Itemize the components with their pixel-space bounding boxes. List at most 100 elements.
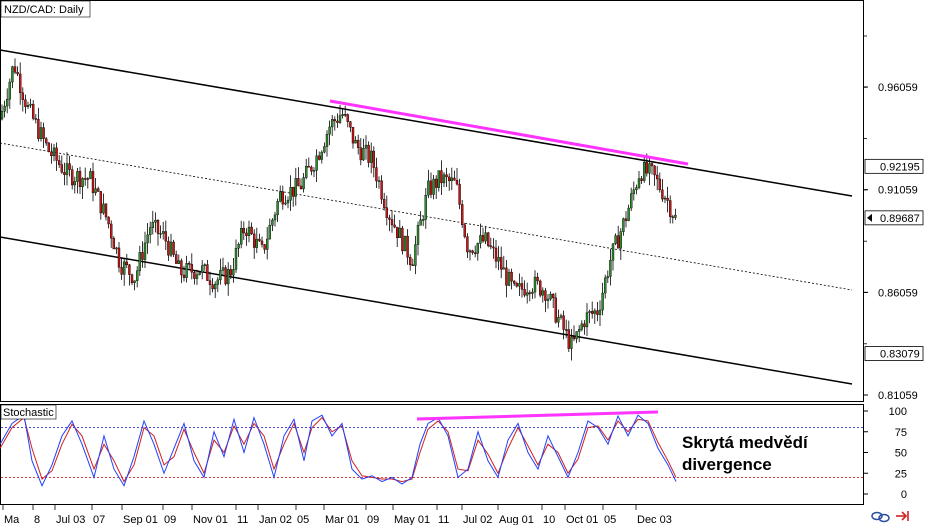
candle-body — [19, 73, 22, 94]
price-marker-label: 0.89687 — [880, 213, 920, 225]
candle — [122, 257, 126, 286]
time-tick-label: Jan 02 — [259, 514, 292, 525]
candle-body — [242, 228, 246, 234]
candle-body — [396, 226, 399, 239]
candle — [453, 170, 456, 181]
candle — [312, 167, 316, 178]
time-tick-label: 05 — [297, 514, 309, 525]
candle-body — [247, 226, 251, 236]
candle — [273, 211, 277, 227]
candle — [344, 105, 347, 118]
candle-body — [143, 242, 147, 260]
candle — [658, 172, 661, 193]
stochastic-axis: 100 75 50 25 0 — [863, 406, 907, 501]
link-icon[interactable] — [871, 511, 890, 523]
candle — [474, 245, 477, 258]
candle-body — [458, 183, 461, 205]
time-tick-label: Nov 01 — [193, 514, 228, 525]
candle-body — [232, 269, 235, 276]
candle — [216, 277, 220, 293]
candle — [52, 143, 56, 162]
candle — [416, 221, 420, 256]
candle — [588, 309, 591, 324]
candle — [102, 193, 105, 215]
candle — [151, 210, 155, 235]
candle — [47, 141, 50, 153]
candle-body — [294, 178, 297, 197]
candle-body — [419, 219, 422, 226]
candle — [367, 141, 370, 168]
candle — [575, 331, 578, 344]
candle-body — [437, 170, 440, 188]
candle-body — [362, 148, 365, 161]
candle — [133, 280, 136, 291]
candle — [466, 233, 469, 259]
candle-body — [174, 254, 178, 264]
candle-body — [333, 119, 336, 122]
candle-body — [91, 171, 95, 194]
candle — [598, 300, 602, 327]
candle-body — [208, 280, 212, 285]
candle-body — [653, 165, 656, 176]
candle-body — [289, 186, 292, 201]
time-tick-label: Aug 01 — [499, 514, 534, 525]
candle — [5, 88, 9, 114]
candle-body — [255, 238, 259, 248]
candle-body — [585, 312, 589, 328]
candle — [24, 94, 27, 114]
candle — [448, 173, 451, 191]
candle-body — [83, 178, 87, 180]
candle-body — [489, 245, 492, 248]
candle — [286, 196, 290, 209]
candle — [182, 265, 186, 282]
candle-body — [219, 270, 222, 281]
candle — [471, 249, 474, 255]
candle — [154, 212, 157, 233]
candle — [141, 241, 144, 268]
candle — [362, 138, 365, 161]
time-tick-label: 09 — [164, 514, 176, 525]
arrow-right-icon[interactable] — [896, 511, 909, 521]
candle-body — [34, 118, 37, 120]
candle — [502, 255, 505, 270]
candle — [578, 325, 581, 343]
candle-body — [656, 174, 659, 180]
candle-body — [341, 114, 344, 116]
candle — [70, 165, 74, 190]
candle — [91, 162, 95, 202]
candle-body — [640, 178, 643, 181]
candle — [135, 266, 139, 288]
candle — [130, 273, 134, 286]
candle — [11, 65, 14, 89]
candle-body — [440, 170, 443, 184]
candle-body — [497, 257, 500, 262]
candle-body — [474, 252, 477, 254]
candle-body — [122, 261, 126, 275]
candle-body — [299, 185, 303, 190]
candle-body — [520, 283, 524, 290]
candle — [479, 223, 482, 249]
candle — [674, 208, 677, 220]
candle-body — [481, 235, 485, 242]
stochastic-title-box — [0, 404, 57, 420]
candle — [403, 235, 407, 252]
candle-body — [161, 231, 165, 234]
candle-body — [141, 252, 144, 260]
candle-body — [273, 214, 277, 221]
candle — [653, 165, 656, 186]
candle-body — [445, 174, 448, 178]
candle-body — [187, 263, 191, 265]
candle-body — [632, 189, 635, 194]
candle-body — [279, 191, 282, 202]
candle-body — [661, 189, 664, 200]
candle-body — [195, 274, 199, 279]
candle-body — [505, 267, 508, 286]
candle-body — [666, 197, 669, 201]
candle — [336, 113, 339, 128]
candle — [411, 258, 414, 267]
candle — [442, 172, 446, 188]
candle-body — [177, 260, 181, 264]
candle-body — [635, 187, 638, 191]
candle — [37, 107, 40, 142]
candle — [213, 281, 217, 298]
